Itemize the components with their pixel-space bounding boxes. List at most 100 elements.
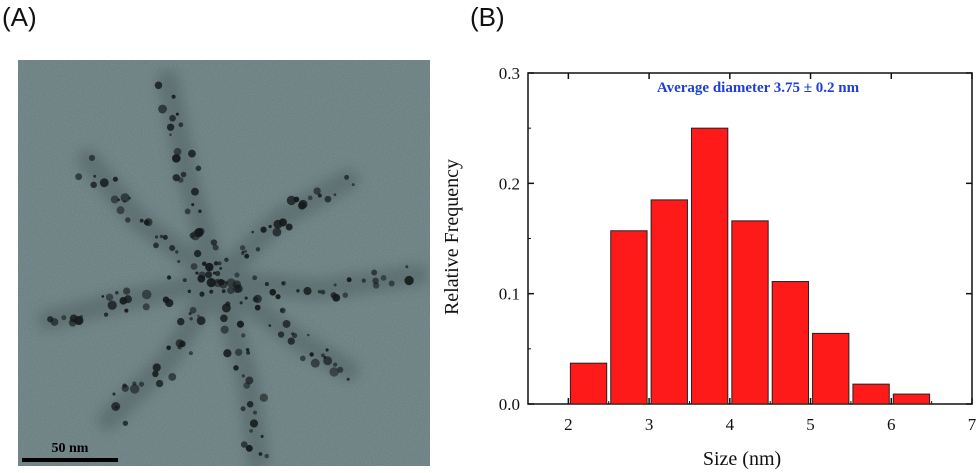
tem-particle — [166, 275, 172, 280]
tem-particle — [241, 250, 245, 254]
tem-particle — [333, 193, 337, 196]
tem-haze-arm — [307, 264, 429, 301]
tem-particle — [233, 365, 239, 371]
x-tick-label: 7 — [968, 415, 977, 434]
tem-particle — [306, 333, 310, 337]
tem-particle — [168, 372, 177, 381]
histogram-bar — [852, 383, 890, 405]
tem-particle — [47, 316, 54, 323]
tem-particle — [191, 187, 199, 196]
tem-particle — [175, 112, 179, 116]
histogram-bar — [610, 230, 648, 405]
tem-particle — [279, 307, 286, 314]
tem-particle — [115, 291, 119, 295]
tem-particle — [278, 218, 287, 227]
tem-particle — [372, 277, 379, 285]
tem-particle — [201, 261, 207, 267]
tem-particle — [268, 224, 272, 229]
tem-particle — [138, 381, 145, 387]
tem-particle — [187, 289, 192, 294]
tem-particle — [235, 348, 243, 356]
tem-particle — [342, 292, 349, 298]
tem-particle — [299, 355, 306, 362]
tem-particle — [152, 363, 161, 372]
tem-particle — [189, 317, 193, 321]
tem-particle — [249, 419, 259, 428]
tem-particle — [123, 287, 131, 295]
tem-particle — [259, 393, 269, 402]
tem-particle — [281, 280, 286, 286]
tem-particle — [361, 278, 366, 283]
tem-haze-arm — [157, 269, 229, 371]
tem-haze-arm — [77, 149, 149, 231]
tem-particle — [258, 452, 263, 456]
tem-particle — [173, 147, 182, 156]
tem-particle — [252, 275, 258, 281]
tem-particle — [154, 235, 159, 239]
tem-particle — [232, 280, 242, 289]
tem-particle — [272, 227, 282, 237]
tem-particle — [323, 356, 333, 366]
tem-particle — [325, 348, 329, 352]
tem-particle — [234, 272, 240, 278]
tem-particle — [197, 314, 200, 318]
tem-particle — [154, 81, 163, 90]
tem-particle — [158, 104, 167, 114]
tem-particle — [260, 226, 267, 233]
tem-particle — [240, 441, 248, 448]
tem-particle — [286, 195, 297, 206]
tem-particle — [252, 410, 257, 415]
tem-particle — [189, 306, 197, 314]
tem-particle — [298, 199, 308, 209]
tem-particle — [196, 316, 206, 325]
tem-particle — [61, 315, 67, 321]
tem-particle — [188, 149, 196, 158]
tem-particle — [223, 349, 232, 358]
tem-particle — [209, 289, 214, 294]
tem-particle — [111, 402, 121, 411]
tem-particle — [220, 325, 229, 334]
tem-particle — [246, 400, 254, 408]
scale-bar-label: 50 nm — [52, 441, 89, 456]
tem-particle — [268, 324, 272, 327]
tem-particle — [162, 234, 168, 240]
tem-particle — [120, 193, 130, 203]
tem-particle — [188, 312, 192, 316]
tem-particle — [388, 280, 395, 287]
tem-particle — [264, 282, 269, 287]
tem-particle — [371, 269, 378, 276]
histogram-bar — [731, 220, 769, 405]
tem-particle — [243, 382, 251, 389]
tem-particle — [236, 320, 245, 328]
tem-particle — [152, 370, 159, 378]
tem-particle — [198, 209, 202, 214]
tem-particle — [240, 245, 246, 251]
tem-particle — [244, 249, 248, 253]
tem-particle — [264, 453, 269, 459]
tem-particle — [404, 275, 414, 286]
histogram-bar — [569, 362, 608, 405]
tem-particle — [132, 381, 137, 386]
tem-particle — [74, 316, 84, 326]
tem-particle — [105, 293, 114, 301]
tem-particle — [122, 420, 129, 426]
tem-particle — [169, 133, 172, 136]
tem-particle — [296, 289, 300, 293]
tem-particle — [221, 303, 231, 313]
tem-particle — [110, 195, 119, 204]
tem-particle — [246, 350, 251, 355]
tem-particle — [205, 262, 214, 272]
tem-particle — [139, 218, 144, 223]
tem-particle — [269, 288, 277, 296]
tem-particle — [88, 154, 96, 161]
tem-particle — [287, 337, 295, 345]
tem-particle — [275, 294, 281, 300]
x-tick-label: 5 — [806, 415, 815, 434]
y-tick-label: 0.0 — [499, 395, 520, 414]
tem-particle — [351, 183, 355, 187]
tem-particle — [177, 259, 181, 264]
tem-particle — [245, 348, 250, 352]
tem-particle — [282, 319, 291, 328]
tem-particle — [329, 367, 339, 377]
